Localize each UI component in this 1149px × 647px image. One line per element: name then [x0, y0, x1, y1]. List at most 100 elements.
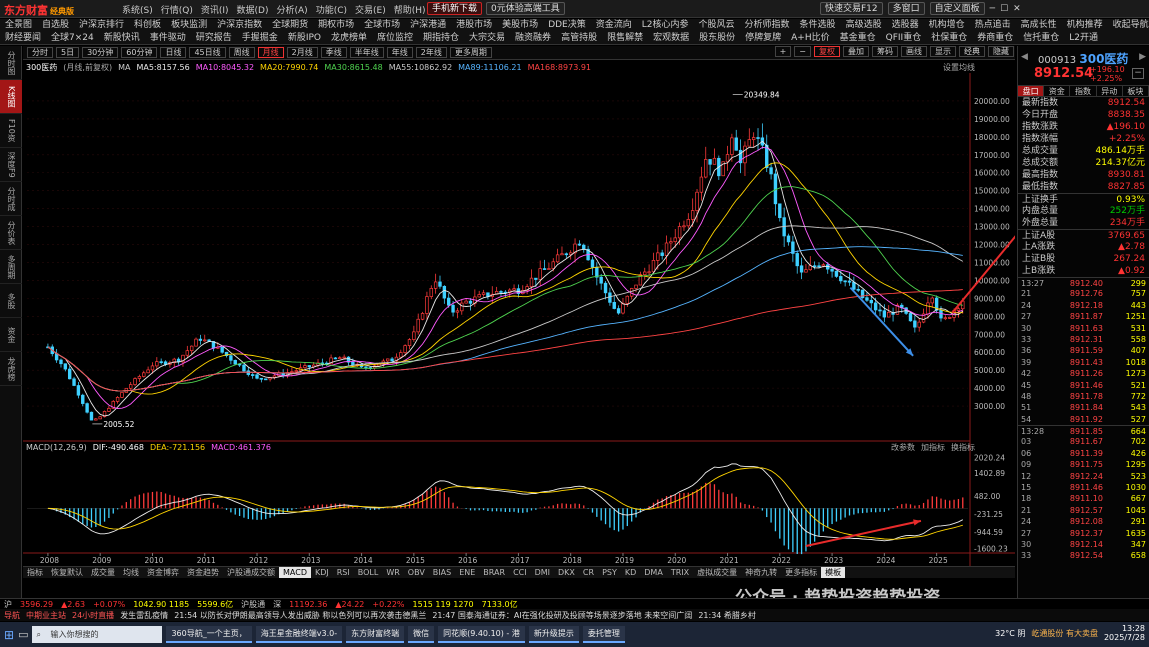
menu-item-7[interactable]: 帮助(H) — [393, 6, 426, 16]
news-item-2[interactable]: 24小时直播 — [72, 610, 115, 620]
left-tab-5[interactable]: 分价表 — [0, 216, 22, 250]
nav2-item-19[interactable]: QFII重仓 — [885, 33, 922, 43]
zoom-out-icon[interactable]: − — [794, 46, 811, 57]
nav2-item-1[interactable]: 全球7×24 — [51, 33, 94, 43]
prev-stock-icon[interactable]: ◀ — [1021, 52, 1028, 62]
nav2-item-5[interactable]: 手握掘金 — [241, 33, 278, 43]
menu-item-3[interactable]: 数据(D) — [236, 6, 269, 16]
indicator-tab-22[interactable]: DMA — [644, 568, 663, 577]
macd-link-1[interactable]: 加指标 — [921, 442, 945, 452]
nav-item-14[interactable]: L2核心内参 — [641, 20, 689, 30]
indicator-tab-12[interactable]: OBV — [407, 568, 425, 577]
news-item-3[interactable]: 发生雷乱疫情 — [120, 610, 169, 620]
nav2-item-7[interactable]: 龙虎榜单 — [330, 33, 367, 43]
period-13[interactable]: 更多周期 — [449, 47, 492, 58]
indicator-tab-26[interactable]: 更多指标 — [785, 568, 818, 577]
taskbar-app-2[interactable]: 东方财富终端 — [346, 626, 405, 643]
nav-item-5[interactable]: 沪深京指数 — [217, 20, 263, 30]
tray-news[interactable]: 屹通股份 有大卖盘 — [1031, 628, 1098, 638]
tool-6[interactable]: 隐藏 — [988, 46, 1014, 57]
quick-trade-button[interactable]: 快速交易F12 — [820, 2, 883, 15]
period-3[interactable]: 60分钟 — [121, 47, 158, 58]
indicator-tab-20[interactable]: PSY — [602, 568, 617, 577]
nav-item-9[interactable]: 沪深港通 — [410, 20, 447, 30]
indicator-tab-23[interactable]: TRIX — [670, 568, 690, 577]
taskbar-app-1[interactable]: 海王星金融终端v3.0- — [255, 626, 343, 643]
quote-tab-2[interactable]: 指数 — [1070, 86, 1097, 96]
indicator-tab-13[interactable]: BIAS — [432, 568, 452, 577]
nav2-item-11[interactable]: 融资融券 — [515, 33, 552, 43]
nav2-item-9[interactable]: 期指持仓 — [423, 33, 460, 43]
period-4[interactable]: 日线 — [160, 47, 187, 58]
left-tab-1[interactable]: K线图 — [0, 80, 22, 114]
zoom-in-icon[interactable]: + — [774, 46, 792, 57]
period-1[interactable]: 5日 — [56, 47, 80, 58]
indicator-tab-11[interactable]: WR — [386, 568, 400, 577]
nav2-item-8[interactable]: 席位监控 — [377, 33, 414, 43]
task-view-icon[interactable]: ▭ — [18, 628, 29, 641]
collapse-icon[interactable]: − — [1132, 68, 1144, 79]
indicator-tab-19[interactable]: CR — [582, 568, 595, 577]
nav2-item-6[interactable]: 新股IPO — [287, 33, 321, 43]
period-8[interactable]: 2月线 — [286, 47, 318, 58]
nav-item-12[interactable]: DDE决策 — [548, 20, 586, 30]
left-tab-7[interactable]: 多股 — [0, 284, 22, 318]
news-item-4[interactable]: 21:54 以防长对伊朗最高领导人发出威胁 称以色列可以再次袭击德黑兰 — [174, 610, 427, 620]
multi-window-button[interactable]: 多窗口 — [887, 2, 925, 15]
indicator-tab-10[interactable]: BOLL — [357, 568, 379, 577]
tool-1[interactable]: 叠加 — [843, 46, 869, 57]
nav-item-16[interactable]: 分析师指数 — [744, 20, 790, 30]
indicator-tab-17[interactable]: DMI — [534, 568, 551, 577]
indicator-tab-9[interactable]: RSI — [336, 568, 350, 577]
taskbar-app-4[interactable]: 同花顺(9.40.10) - 港 — [438, 626, 525, 643]
maximize-icon[interactable]: ☐ — [1000, 3, 1009, 14]
nav-item-11[interactable]: 美股市场 — [502, 20, 539, 30]
news-item-5[interactable]: 21:47 国泰海通证券：AI在强化投研及投顾等场景逐步落地 未来空间广阔 — [432, 610, 693, 620]
quote-tab-4[interactable]: 板块 — [1123, 86, 1149, 96]
indicator-tab-3[interactable]: 均线 — [123, 568, 139, 577]
period-9[interactable]: 季线 — [320, 47, 347, 58]
nav-item-22[interactable]: 高成长性 — [1020, 20, 1057, 30]
left-tab-0[interactable]: 分时图 — [0, 46, 22, 80]
nav-item-13[interactable]: 资金流向 — [595, 20, 632, 30]
nav-item-2[interactable]: 沪深京排行 — [79, 20, 125, 30]
nav-item-15[interactable]: 个股风云 — [698, 20, 735, 30]
nav2-item-18[interactable]: 基金重仓 — [839, 33, 876, 43]
nav-item-0[interactable]: 全景图 — [5, 20, 33, 30]
next-stock-icon[interactable]: ▶ — [1139, 52, 1146, 62]
indicator-tab-21[interactable]: KD — [624, 568, 637, 577]
period-7[interactable]: 月线 — [257, 47, 284, 58]
news-item-0[interactable]: 导航 — [4, 610, 20, 620]
nav-item-18[interactable]: 高级选股 — [845, 20, 882, 30]
menu-item-0[interactable]: 系统(S) — [122, 6, 153, 16]
ma-settings-link[interactable]: 设置均线 — [943, 62, 975, 72]
nav2-item-16[interactable]: 停牌复牌 — [745, 33, 782, 43]
indicator-tab-1[interactable]: 恢复默认 — [51, 568, 83, 577]
nav2-item-12[interactable]: 高管持股 — [561, 33, 598, 43]
nav-item-17[interactable]: 条件选股 — [799, 20, 836, 30]
macd-link-2[interactable]: 换指标 — [951, 442, 975, 452]
indicator-tab-2[interactable]: 成交量 — [91, 568, 115, 577]
left-tab-6[interactable]: 多周期 — [0, 250, 22, 284]
macd-link-0[interactable]: 改参数 — [891, 442, 915, 452]
news-item-6[interactable]: 21:34 希腊乡村 — [698, 610, 756, 620]
indicator-tab-18[interactable]: DKX — [558, 568, 575, 577]
menu-item-2[interactable]: 资讯(I) — [200, 6, 229, 16]
close-icon[interactable]: ✕ — [1013, 3, 1021, 14]
taskbar-search[interactable]: ⌕ 输入你想搜的 — [32, 626, 163, 643]
menu-item-4[interactable]: 分析(A) — [276, 6, 308, 16]
quote-tab-0[interactable]: 盘口 — [1018, 86, 1045, 96]
nav-item-19[interactable]: 选股器 — [891, 20, 919, 30]
news-item-1[interactable]: 中期业主站 — [26, 610, 66, 620]
menu-item-5[interactable]: 功能(C) — [315, 6, 347, 16]
tool-3[interactable]: 画线 — [901, 46, 927, 57]
taskbar-app-3[interactable]: 微信 — [408, 626, 435, 643]
period-0[interactable]: 分时 — [27, 47, 53, 58]
nav2-item-17[interactable]: A+H比价 — [791, 33, 830, 43]
quote-tab-1[interactable]: 资金 — [1044, 86, 1071, 96]
nav2-item-14[interactable]: 宏观数据 — [653, 33, 690, 43]
nav-item-8[interactable]: 全球市场 — [364, 20, 401, 30]
tool-0[interactable]: 复权 — [814, 46, 840, 57]
period-2[interactable]: 30分钟 — [82, 47, 119, 58]
tool-5[interactable]: 经典 — [959, 46, 985, 57]
